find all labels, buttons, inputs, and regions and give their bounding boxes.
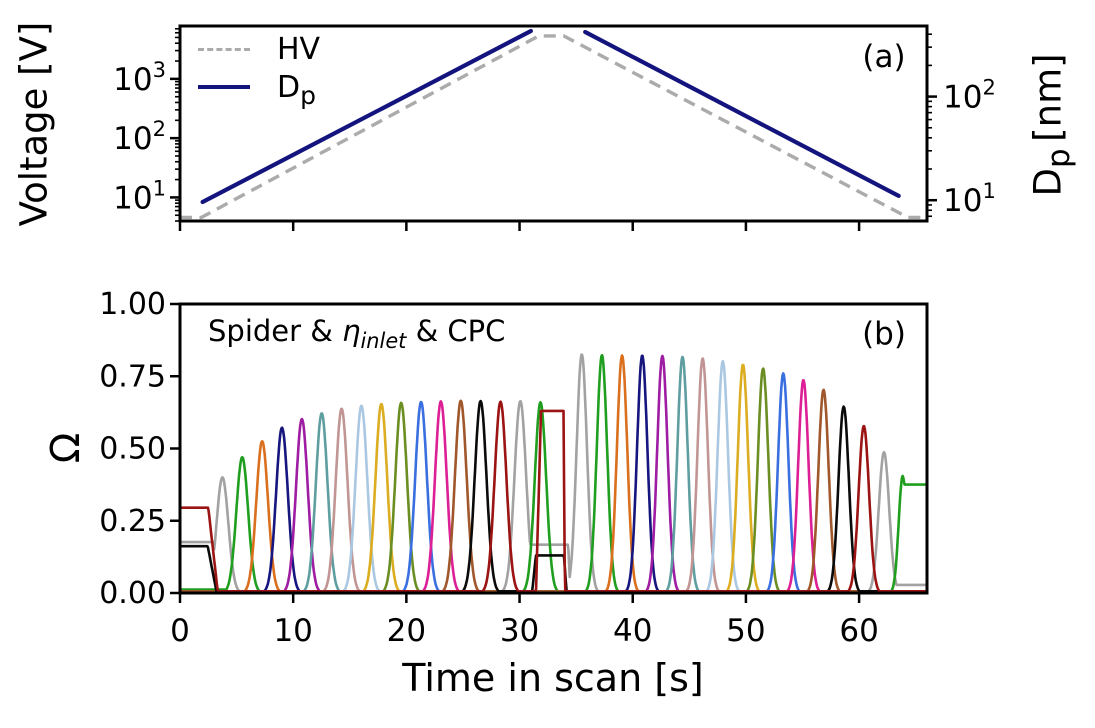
legend-label-dp-sub: p: [300, 80, 316, 110]
svg-text:60: 60: [839, 613, 878, 649]
legend-row-hv: HV: [198, 30, 320, 68]
voltage-axis-label-text: Voltage [V]: [12, 21, 56, 227]
svg-text:0.50: 0.50: [99, 432, 166, 467]
svg-text:101: 101: [943, 179, 996, 219]
annotation-eta: η: [342, 314, 361, 348]
annotation-prefix: Spider &: [208, 314, 343, 348]
time-axis-label: Time in scan [s]: [402, 656, 703, 700]
svg-text:0: 0: [170, 613, 190, 649]
svg-text:102: 102: [943, 76, 996, 116]
annotation-eta-subscript: inlet: [360, 328, 407, 353]
panel-b-label-text: (b): [862, 316, 906, 352]
panel-b-label: (b): [862, 316, 906, 352]
legend-label-dp-main: D: [277, 69, 301, 105]
trace-bin-darkred: [181, 400, 926, 592]
svg-text:40: 40: [613, 613, 652, 649]
legend-row-dp: Dp: [198, 68, 320, 108]
hv-line-sample: [198, 47, 250, 51]
dp-axis-label: Dp [nm]: [1026, 53, 1077, 197]
dp-axis-label-unit: [nm]: [1026, 53, 1070, 142]
svg-text:0.25: 0.25: [99, 504, 166, 539]
svg-text:102: 102: [113, 117, 166, 157]
panel-a-label: (a): [862, 39, 905, 75]
annotation-suffix: & CPC: [406, 314, 506, 348]
svg-text:101: 101: [113, 176, 166, 216]
svg-text:30: 30: [500, 613, 539, 649]
omega-axis-label-text: Ω: [43, 432, 89, 464]
omega-axis-label: Ω: [43, 433, 89, 464]
panel-a-label-text: (a): [862, 39, 906, 75]
svg-text:0.00: 0.00: [99, 576, 166, 611]
svg-text:1.00: 1.00: [99, 287, 166, 322]
dp-axis-label-main: D: [1026, 168, 1070, 197]
legend-label-dp: Dp: [277, 69, 316, 108]
svg-text:0.75: 0.75: [99, 359, 166, 394]
svg-text:20: 20: [387, 613, 426, 649]
legend-label-hv: HV: [277, 31, 321, 67]
svg-text:103: 103: [113, 58, 166, 98]
dp-axis-label-sub: p: [1040, 148, 1077, 169]
dp-line-sample: [198, 85, 250, 89]
time-axis-label-text: Time in scan [s]: [402, 656, 704, 700]
legend: HV Dp: [198, 30, 320, 108]
svg-text:10: 10: [273, 613, 312, 649]
voltage-axis-label: Voltage [V]: [13, 22, 56, 227]
svg-text:50: 50: [726, 613, 765, 649]
panel-b-annotation: Spider & ηinlet & CPC: [208, 314, 506, 351]
